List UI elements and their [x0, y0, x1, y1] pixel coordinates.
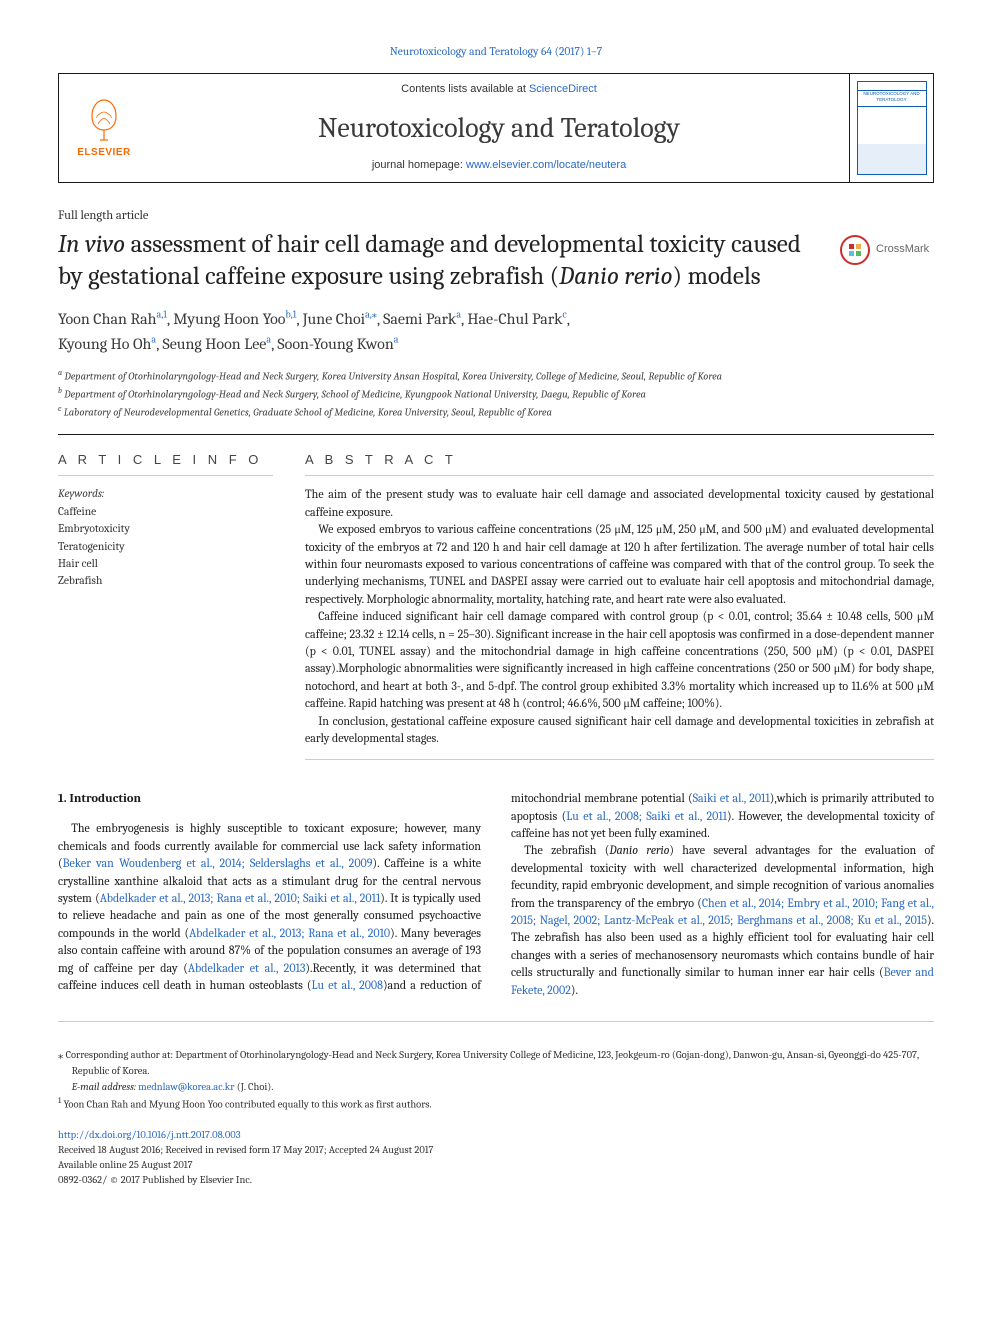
author-8-aff: a [394, 334, 399, 346]
author-3: June Choi [303, 310, 365, 328]
footnotes: ⁎ Corresponding author at: Department of… [58, 1048, 934, 1114]
ref-link[interactable]: Abdelkader et al., 2013; Rana et al., 20… [100, 891, 381, 905]
online-line: Available online 25 August 2017 [58, 1158, 934, 1173]
abstract-p4: In conclusion, gestational caffeine expo… [305, 713, 934, 748]
author-1-aff: a,1 [157, 309, 167, 321]
aff-c: Laboratory of Neurodevelopmental Genetic… [64, 407, 552, 419]
intro-p2a: The zebrafish ( [524, 843, 609, 857]
divider-light [305, 759, 934, 760]
ref-link[interactable]: Saiki et al., 2011 [693, 791, 770, 805]
corr-star: ⁎ [58, 1049, 63, 1061]
author-5: Hae-Chul Park [467, 310, 562, 328]
doi-block: http://dx.doi.org/10.1016/j.ntt.2017.08.… [58, 1128, 934, 1189]
title-italic-1: In vivo [58, 230, 125, 259]
shared-mark: 1 [58, 1096, 61, 1106]
divider-light [58, 475, 273, 476]
publisher-name: ELSEVIER [77, 146, 130, 161]
crossmark-label: CrossMark [876, 242, 929, 258]
keyword: Teratogenicity [58, 538, 273, 555]
shared-footnote: 1 Yoon Chan Rah and Myung Hoon Yoo contr… [58, 1095, 934, 1113]
ref-link[interactable]: Lu et al., 2008 [312, 978, 383, 992]
doi-link[interactable]: http://dx.doi.org/10.1016/j.ntt.2017.08.… [58, 1129, 241, 1141]
keyword: Caffeine [58, 503, 273, 520]
copyright-line: 0892-0362/ © 2017 Published by Elsevier … [58, 1173, 934, 1188]
divider-light [58, 1021, 934, 1022]
contents-prefix: Contents lists available at [401, 83, 529, 95]
author-list: Yoon Chan Raha,1, Myung Hoon Yoob,1, Jun… [58, 307, 934, 357]
title-text-2: ) models [673, 262, 761, 291]
keywords-label: Keywords: [58, 486, 273, 503]
author-8: Soon-Young Kwon [277, 335, 393, 353]
corr-text: Corresponding author at: Department of O… [66, 1049, 919, 1077]
author-1: Yoon Chan Rah [58, 310, 157, 328]
email-label: E-mail address: [72, 1081, 136, 1093]
crossmark-icon [840, 235, 870, 265]
author-4: Saemi Park [383, 310, 456, 328]
abstract-p2: We exposed embryos to various caffeine c… [305, 521, 934, 608]
homepage-prefix: journal homepage: [372, 159, 466, 171]
author-5-aff: c [562, 309, 566, 321]
author-4-aff: a [456, 309, 461, 321]
ref-link[interactable]: Lu et al., 2008; Saiki et al., 2011 [566, 809, 727, 823]
aff-b: Department of Otorhinolaryngology-Head a… [64, 389, 646, 401]
abstract-label: A B S T R A C T [305, 451, 934, 470]
crossmark-badge[interactable]: CrossMark [840, 235, 934, 265]
ref-link[interactable]: Abdelkader et al., 2013 [188, 961, 306, 975]
author-6: Kyoung Ho Oh [58, 335, 151, 353]
elsevier-tree-icon [84, 96, 124, 142]
body-text: 1. Introduction The embryogenesis is hig… [58, 790, 934, 999]
email-who: (J. Choi). [237, 1081, 274, 1093]
intro-p2i: Danio rerio [609, 843, 669, 857]
corr-footnote: ⁎ Corresponding author at: Department of… [58, 1048, 934, 1080]
author-2: Myung Hoon Yoo [173, 310, 285, 328]
article-title: In vivo assessment of hair cell damage a… [58, 229, 822, 293]
keyword: Embryotoxicity [58, 520, 273, 537]
email-footnote: E-mail address: mednlaw@korea.ac.kr (J. … [58, 1080, 934, 1096]
keyword: Hair cell [58, 555, 273, 572]
journal-citation: Neurotoxicology and Teratology 64 (2017)… [58, 44, 934, 61]
cover-title: NEUROTOXICOLOGY AND TERATOLOGY [858, 91, 926, 104]
divider-light [305, 475, 934, 476]
journal-name: Neurotoxicology and Teratology [149, 108, 849, 149]
aff-a: Department of Otorhinolaryngology-Head a… [64, 370, 722, 382]
article-type: Full length article [58, 207, 934, 225]
journal-header: ELSEVIER Contents lists available at Sci… [58, 73, 934, 183]
author-2-aff: b,1 [285, 309, 296, 321]
abstract-p3: Caffeine induced significant hair cell d… [305, 608, 934, 712]
email-link[interactable]: mednlaw@korea.ac.kr [138, 1081, 234, 1093]
intro-p2d: ). [571, 983, 578, 997]
abstract-text: The aim of the present study was to eval… [305, 486, 934, 747]
author-3-corr: ⁎ [372, 309, 377, 321]
author-3-aff: a, [365, 309, 372, 321]
intro-heading: 1. Introduction [58, 790, 481, 808]
homepage-link[interactable]: www.elsevier.com/locate/neutera [466, 159, 626, 171]
journal-cover: NEUROTOXICOLOGY AND TERATOLOGY [849, 74, 933, 182]
author-7-aff: a [266, 334, 271, 346]
keyword: Zebrafish [58, 572, 273, 589]
dates-line: Received 18 August 2016; Received in rev… [58, 1143, 934, 1158]
ref-link[interactable]: Beker van Woudenberg et al., 2014; Selde… [63, 856, 373, 870]
contents-line: Contents lists available at ScienceDirec… [149, 82, 849, 98]
author-6-aff: a [151, 334, 156, 346]
author-7: Seung Hoon Lee [162, 335, 266, 353]
sciencedirect-link[interactable]: ScienceDirect [529, 83, 597, 95]
article-info-label: A R T I C L E I N F O [58, 451, 273, 470]
abstract-p1: The aim of the present study was to eval… [305, 486, 934, 521]
affiliations: a Department of Otorhinolaryngology-Head… [58, 367, 934, 422]
homepage-line: journal homepage: www.elsevier.com/locat… [149, 158, 849, 174]
publisher-logo: ELSEVIER [59, 74, 149, 182]
shared-text: Yoon Chan Rah and Myung Hoon Yoo contrib… [63, 1099, 431, 1111]
intro-p2: The zebrafish (Danio rerio) have several… [511, 842, 934, 999]
title-italic-2: Danio rerio [559, 262, 672, 291]
ref-link[interactable]: Abdelkader et al., 2013; Rana et al., 20… [189, 926, 390, 940]
